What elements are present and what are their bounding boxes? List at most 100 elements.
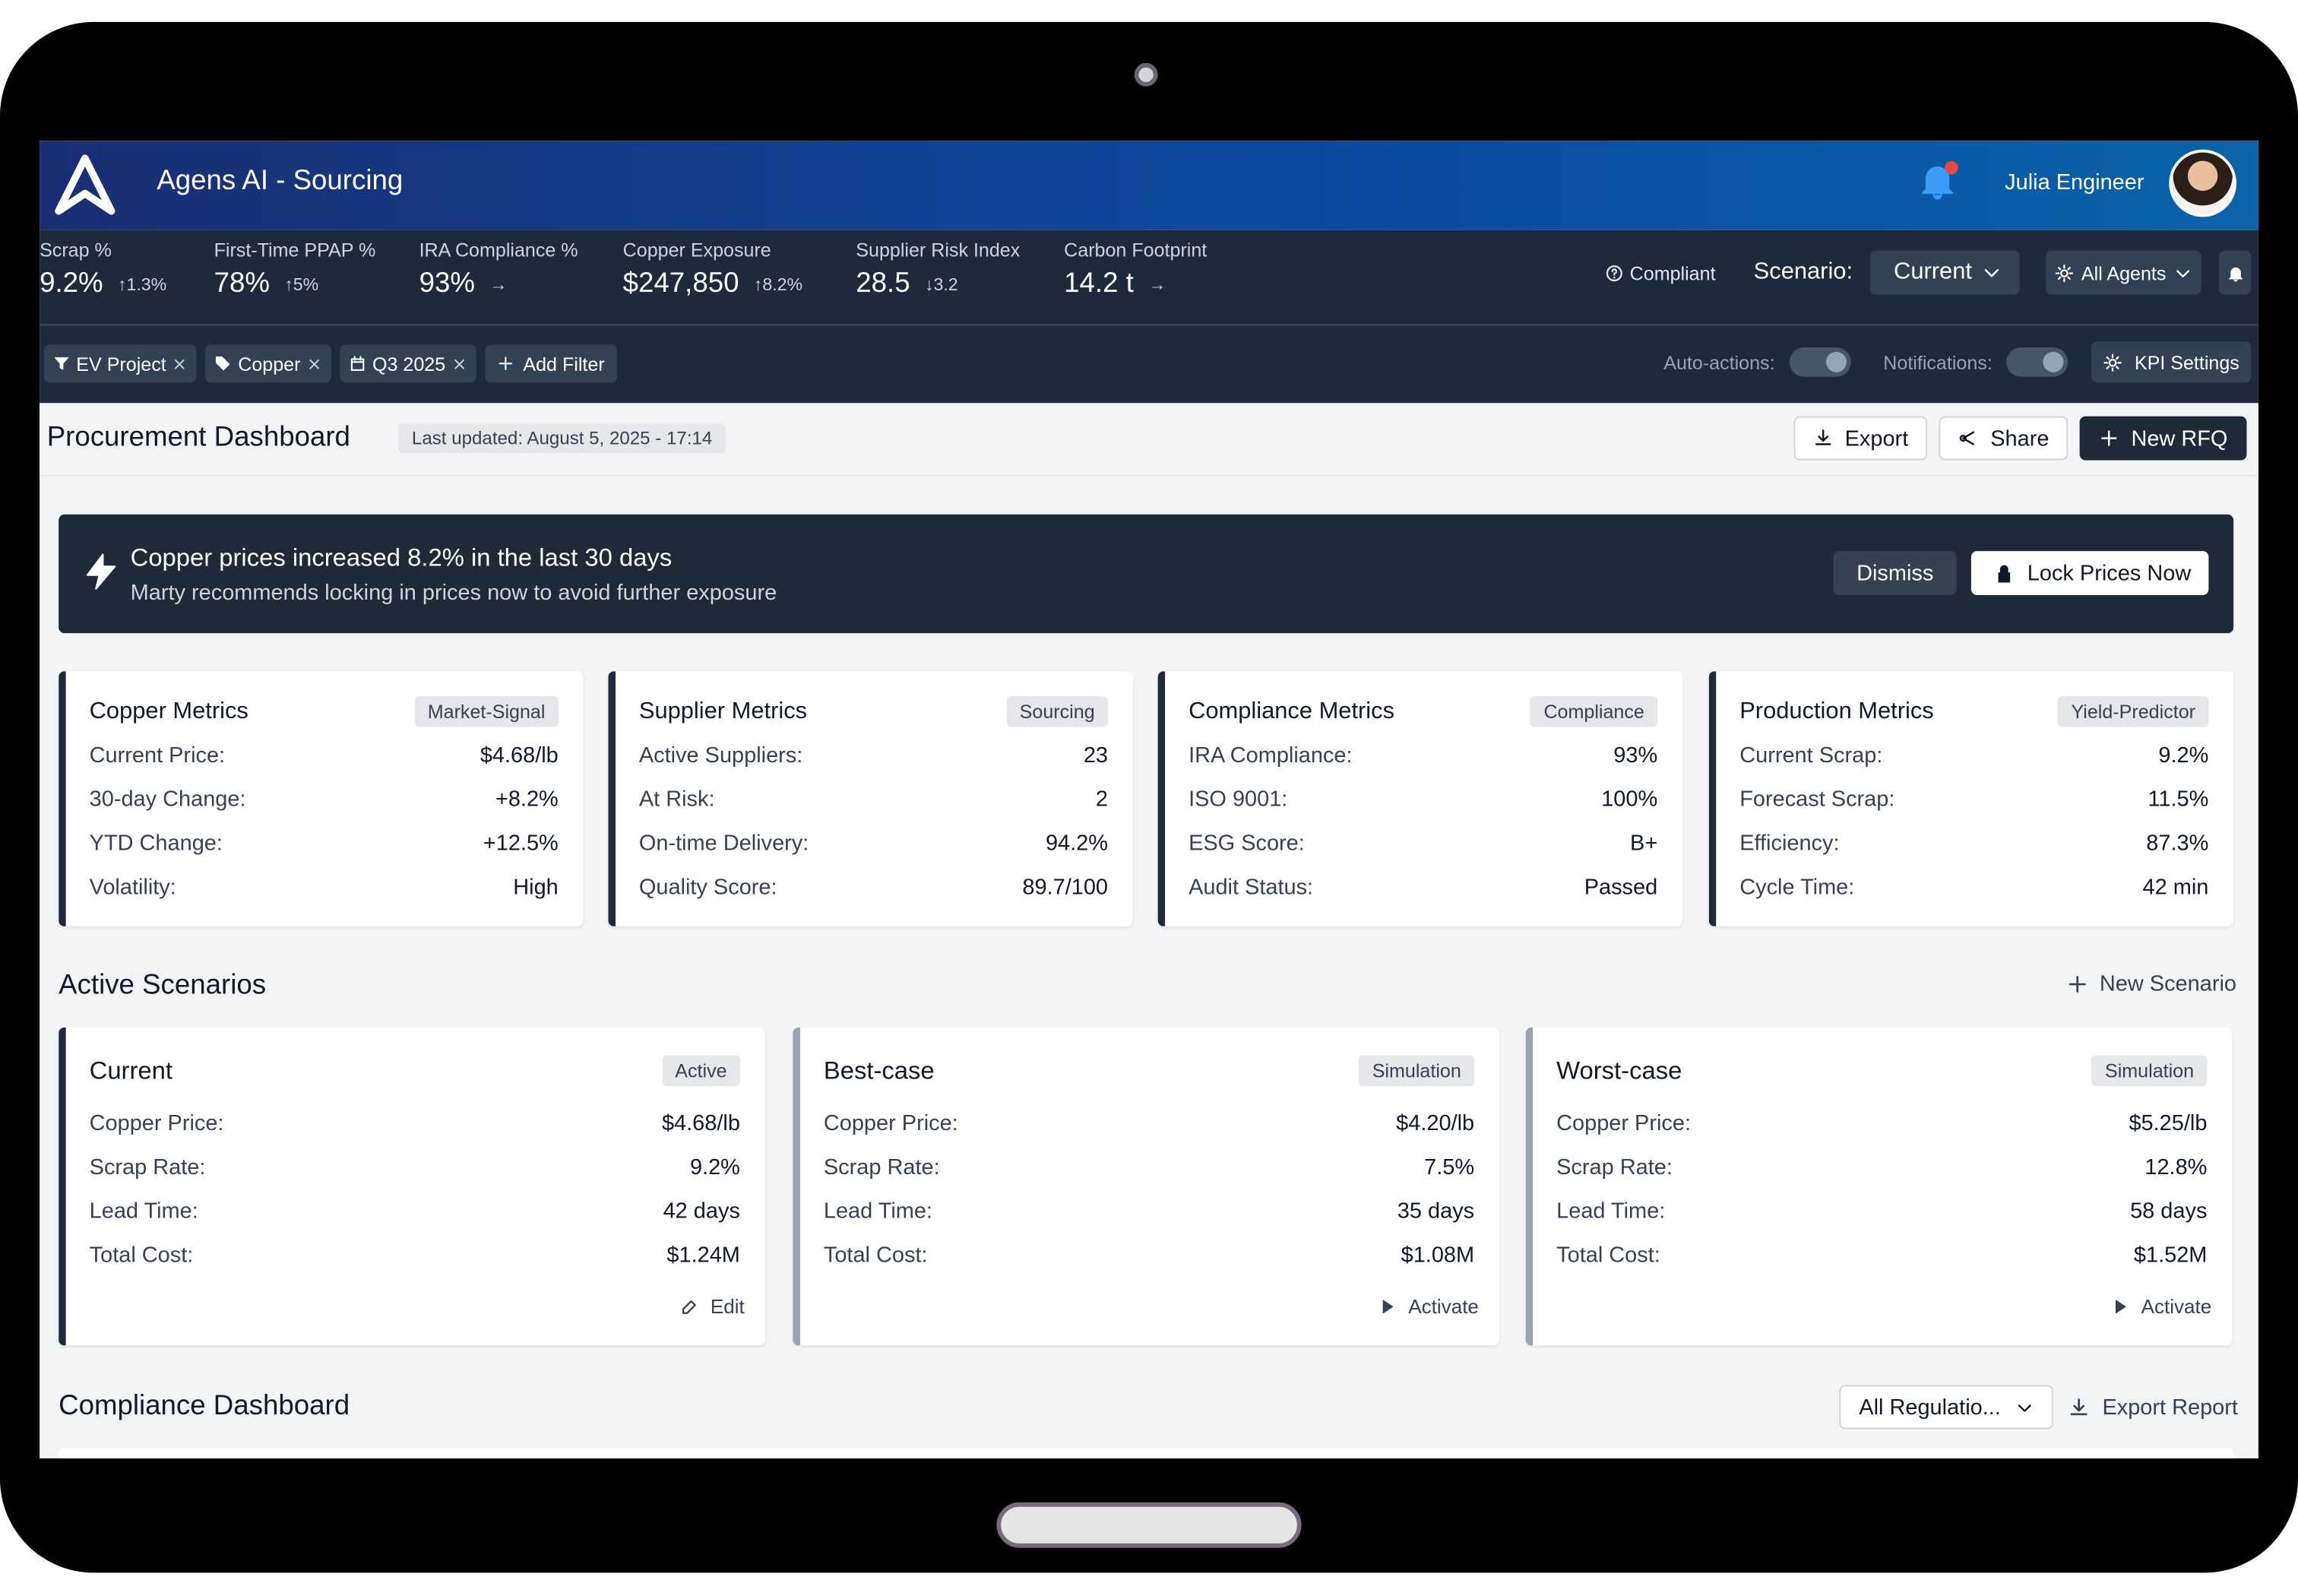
kpi-label: Supplier Risk Index [856, 239, 1021, 261]
metric-label: ESG Score: [1189, 831, 1305, 857]
lock-icon [1999, 564, 2011, 582]
scenario-card: Worst-case Simulation Copper Price: $5.25/l… [1525, 1027, 2233, 1346]
dl-icon [1815, 429, 1831, 445]
lock-button[interactable]: Lock Prices Now [1971, 551, 2209, 595]
section-heading: Active Scenarios [59, 970, 267, 1002]
metric-row: YTD Change: +12.5% [90, 831, 559, 856]
metric-row: Audit Status: Passed [1189, 875, 1657, 900]
down-icon [2176, 269, 2190, 277]
scenario-action[interactable]: Edit [679, 1296, 745, 1318]
kpi-value: 28.5 [856, 268, 910, 299]
metric-label: Total Cost: [823, 1243, 928, 1268]
toggle[interactable] [1789, 347, 1851, 377]
card-title: Worst-case [1556, 1056, 1682, 1085]
add-filter[interactable]: Add Filter [485, 344, 617, 383]
metric-card: Production Metrics Yield-Predictor Current… [1708, 671, 2234, 926]
notification-bell[interactable] [1916, 158, 1960, 209]
kpi-strip: Scrap % 9.2% ↑1.3% First-Time PPAP % 78% ↑5% I… [40, 230, 2258, 326]
metric-value: High [513, 875, 559, 901]
metric-label: Copper Price: [1556, 1110, 1692, 1136]
kpi-value: 93% [419, 268, 475, 299]
metric-value: 12.8% [2144, 1154, 2208, 1180]
logo-shape [55, 154, 116, 215]
metric-value: 87.3% [2146, 831, 2209, 857]
bolt-icon [86, 553, 116, 590]
scenario-card: Current Active Copper Price: $4.68/lb Scrap … [59, 1027, 765, 1346]
kpi-label: Scrap % [40, 239, 112, 261]
metric-row: Current Scrap: 9.2% [1739, 743, 2208, 768]
metric-label: Quality Score: [638, 875, 777, 901]
avatar[interactable] [2169, 149, 2236, 217]
filter-chip[interactable]: Copper [205, 344, 331, 383]
metric-value: 89.7/100 [1022, 875, 1108, 901]
home-button[interactable] [996, 1502, 1302, 1548]
metric-label: Scrap Rate: [823, 1154, 940, 1180]
top-bar: Agens AI - Sourcing Julia Engineer [40, 141, 2258, 230]
page-button-text: Export [1844, 426, 1909, 451]
metric-value: +12.5% [483, 831, 559, 857]
kpi-delta: ↑8.2% [753, 274, 803, 295]
user-name[interactable]: Julia Engineer [2005, 169, 2144, 195]
metric-row: Efficiency: 87.3% [1739, 831, 2208, 856]
kpi-value-row: 78% ↑5% [214, 268, 376, 300]
new-scenario[interactable]: New Scenario [2066, 972, 2236, 996]
kpi: Supplier Risk Index 28.5 ↓3.2 [856, 239, 1020, 300]
metric-value: $4.68/lb [661, 1110, 740, 1136]
metric-row: Scrap Rate: 7.5% [824, 1155, 1474, 1180]
scenario-action[interactable]: Activate [2110, 1296, 2211, 1318]
kpi-label: Carbon Footprint [1064, 239, 1208, 261]
scenario-select[interactable]: Current [1870, 250, 2020, 295]
metric-label: Efficiency: [1739, 831, 1840, 857]
metric-label: Copper Price: [823, 1110, 958, 1136]
agents-select[interactable]: All Agents [2046, 250, 2201, 295]
metric-value: B+ [1630, 831, 1658, 857]
kpi-delta: → [489, 274, 508, 295]
metric-value: 7.5% [1424, 1154, 1475, 1180]
scenario-action[interactable]: Activate [1378, 1296, 1479, 1318]
scenario-card: Best-case Simulation Copper Price: $4.20/lb… [793, 1027, 1499, 1346]
filter-chip[interactable]: Q3 2025 [340, 344, 476, 383]
export-report[interactable]: Export Report [2069, 1395, 2238, 1420]
metric-row: Total Cost: $1.08M [824, 1243, 1474, 1268]
regulation-select[interactable]: All Regulatio... [1840, 1385, 2054, 1430]
metric-row: Current Price: $4.68/lb [90, 743, 559, 768]
page-button[interactable]: Share [1939, 416, 2069, 461]
plus-icon [499, 356, 513, 371]
alert-settings[interactable] [2218, 250, 2252, 295]
metric-row: At Risk: 2 [639, 787, 1108, 812]
down-icon [2018, 1404, 2032, 1411]
metric-label: Current Price: [89, 743, 226, 768]
dismiss-button[interactable]: Dismiss [1833, 551, 1958, 595]
page-header: Procurement Dashboard Last updated: Augus… [40, 403, 2258, 477]
kpi-delta: ↑5% [284, 274, 319, 295]
kpi: First-Time PPAP % 78% ↑5% [214, 239, 376, 300]
metric-value: 94.2% [1045, 831, 1108, 857]
metric-row: Active Suppliers: 23 [639, 743, 1108, 768]
kpi-settings[interactable]: KPI Settings [2091, 341, 2252, 383]
metric-value: $1.24M [666, 1243, 740, 1268]
camera [1134, 62, 1158, 87]
metric-row: Quality Score: 89.7/100 [639, 875, 1108, 900]
metric-row: ESG Score: B+ [1189, 831, 1657, 856]
alert-actions: Dismiss Lock Prices Now [1833, 551, 2209, 595]
chip-text: Copper [238, 352, 301, 375]
filter-toggles: Auto-actions: Notifications: KPI Settings [1663, 341, 2252, 383]
metric-card: Copper Metrics Market-Signal Current Price… [59, 671, 584, 926]
help-icon [1606, 264, 1622, 281]
page-button[interactable]: Export [1793, 416, 1928, 461]
metric-value: $4.20/lb [1396, 1110, 1475, 1136]
dismiss-text: Dismiss [1856, 560, 1934, 586]
metric-label: Lead Time: [89, 1199, 198, 1224]
toggle[interactable] [2007, 347, 2069, 377]
filter-chip[interactable]: EV Project [43, 344, 198, 383]
metric-row: Lead Time: 35 days [824, 1199, 1474, 1224]
alert-message: Marty recommends locking in prices now t… [130, 580, 777, 606]
metric-label: Forecast Scrap: [1739, 787, 1895, 812]
metric-value: 93% [1613, 743, 1658, 768]
page-button[interactable]: New RFQ [2079, 416, 2247, 461]
screen: Agens AI - Sourcing Julia Engineer Scrap %… [40, 141, 2258, 1458]
logo[interactable] [52, 153, 117, 217]
metric-row: Cycle Time: 42 min [1739, 875, 2208, 900]
kpi-value-row: 14.2 t → [1064, 268, 1207, 300]
card-tag: Sourcing [1006, 696, 1108, 727]
